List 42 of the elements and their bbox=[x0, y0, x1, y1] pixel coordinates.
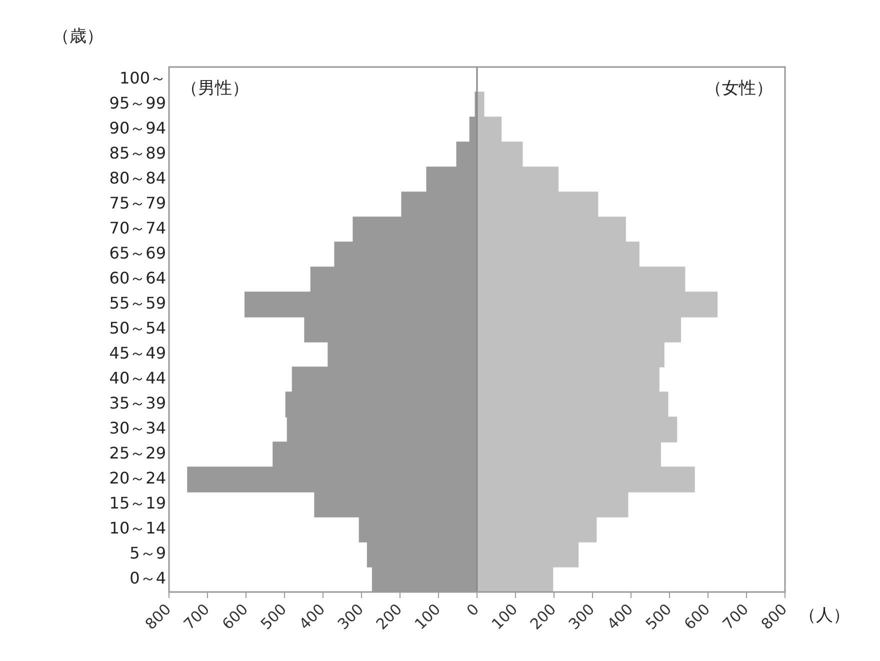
y-tick-label: 60～64 bbox=[109, 268, 166, 288]
y-tick-label: 25～29 bbox=[109, 444, 166, 463]
x-tick-label: 200 bbox=[526, 600, 560, 634]
y-tick-label: 100～ bbox=[119, 68, 166, 88]
x-tick-label: 300 bbox=[565, 600, 598, 634]
y-tick-label: 65～69 bbox=[109, 244, 166, 263]
y-tick-label: 70～74 bbox=[109, 218, 166, 238]
x-tick-label: 700 bbox=[719, 600, 752, 634]
x-tick-label: 100 bbox=[488, 600, 522, 634]
x-tick-label: 700 bbox=[180, 600, 214, 634]
x-tick-label: 200 bbox=[372, 600, 406, 634]
annotation: （男性） bbox=[181, 78, 249, 98]
y-axis-title: （歳） bbox=[52, 26, 104, 46]
x-tick-label: 500 bbox=[257, 600, 290, 634]
x-tick-label: 100 bbox=[411, 600, 444, 634]
x-tick-label: 800 bbox=[758, 600, 791, 634]
y-tick-label: 45～49 bbox=[109, 344, 166, 363]
x-tick-label: 300 bbox=[334, 600, 368, 634]
y-tick-label: 40～44 bbox=[109, 368, 166, 388]
x-axis-title: （人） bbox=[799, 605, 850, 626]
x-tick-label: 0 bbox=[463, 600, 483, 620]
y-tick-label: 10～14 bbox=[109, 518, 166, 538]
y-tick-label: 35～39 bbox=[109, 394, 166, 413]
y-tick-label: 80～84 bbox=[109, 168, 166, 188]
x-tick-label: 500 bbox=[642, 600, 676, 634]
y-tick-label: 20～24 bbox=[109, 468, 166, 488]
x-tick-label: 600 bbox=[218, 600, 252, 634]
annotation: （女性） bbox=[705, 78, 773, 98]
y-tick-label: 30～34 bbox=[109, 418, 166, 438]
x-tick-label: 600 bbox=[680, 600, 714, 634]
x-tick-label: 800 bbox=[142, 600, 175, 634]
y-tick-label: 75～79 bbox=[109, 194, 166, 213]
y-tick-label: 0～4 bbox=[130, 568, 166, 588]
y-tick-label: 90～94 bbox=[109, 118, 166, 138]
y-tick-label: 50～54 bbox=[109, 318, 166, 338]
y-tick-label: 85～89 bbox=[109, 144, 166, 163]
y-tick-label: 15～19 bbox=[109, 494, 166, 513]
x-tick-label: 400 bbox=[604, 600, 637, 634]
y-tick-label: 5～9 bbox=[130, 544, 166, 563]
x-tick-label: 400 bbox=[296, 600, 329, 634]
y-tick-label: 95～99 bbox=[109, 94, 166, 113]
y-tick-label: 55～59 bbox=[109, 294, 166, 313]
